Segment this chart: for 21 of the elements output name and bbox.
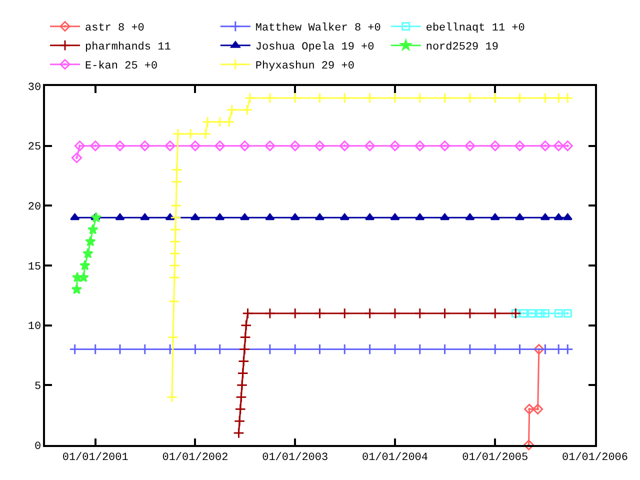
x-tick-label: 01/01/2004 [362, 452, 428, 464]
x-tick-label: 01/01/2002 [162, 452, 228, 464]
y-tick-label: 0 [34, 440, 42, 453]
y-tick-label: 10 [28, 321, 42, 334]
legend-label: astr 8 +0 [85, 22, 144, 35]
y-tick-label: 15 [28, 261, 42, 274]
legend-label: Phyxashun 29 +0 [255, 60, 354, 73]
legend-label: nord2529 19 [426, 42, 498, 54]
legend-label: Matthew Walker 8 +0 [255, 22, 381, 35]
x-tick-label: 01/01/2006 [562, 452, 628, 464]
y-tick-label: 5 [34, 381, 42, 394]
x-tick-label: 01/01/2005 [462, 452, 528, 464]
x-tick-label: 01/01/2003 [262, 452, 328, 464]
x-tick-label: 01/01/2001 [62, 452, 129, 464]
y-tick-label: 20 [28, 202, 42, 214]
legend-label: Joshua Opela 19 +0 [255, 42, 374, 54]
legend-label: ebellnaqt 11 +0 [426, 22, 525, 35]
legend-label: pharmhands 11 [85, 42, 172, 54]
y-tick-label: 25 [28, 142, 42, 154]
y-tick-label: 30 [28, 82, 42, 94]
legend-label: E-kan 25 +0 [85, 60, 158, 73]
